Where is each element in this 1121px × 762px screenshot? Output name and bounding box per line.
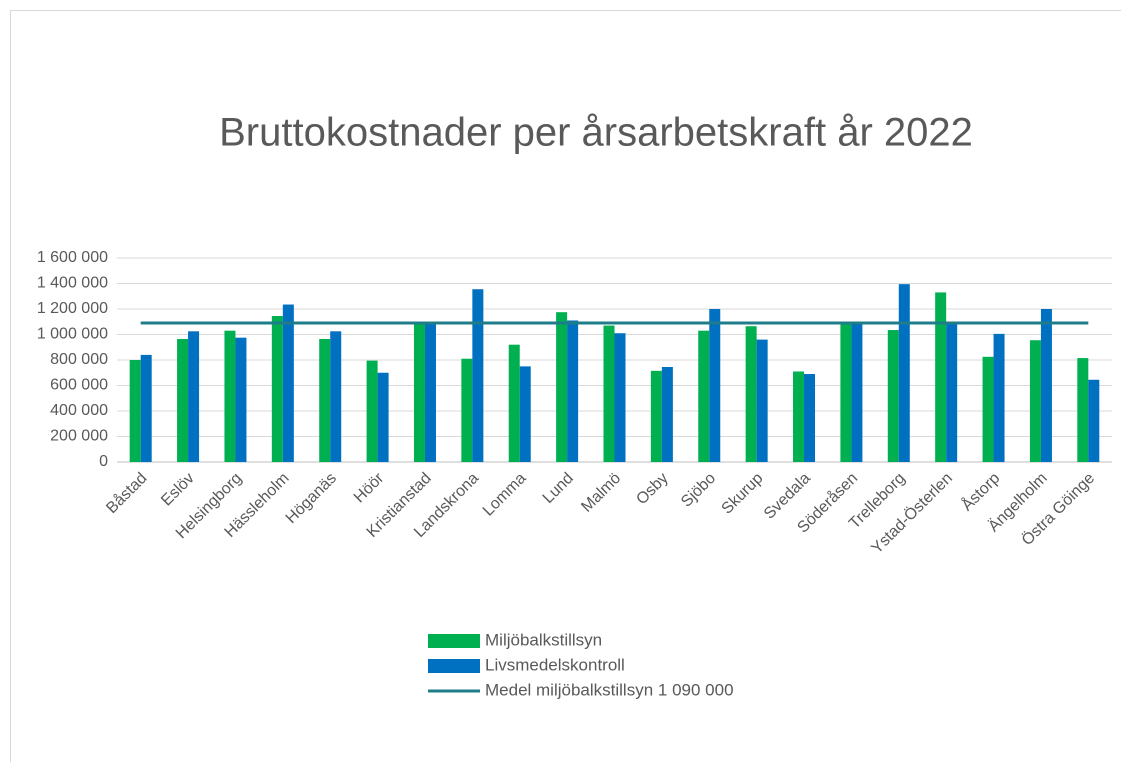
bar xyxy=(1029,340,1041,462)
bar xyxy=(898,284,910,462)
bar xyxy=(377,372,389,462)
bar xyxy=(709,309,721,462)
y-tick-label: 800 000 xyxy=(50,351,108,368)
bar xyxy=(1040,309,1052,462)
bar xyxy=(650,370,662,462)
bar xyxy=(188,331,200,462)
bar xyxy=(224,330,236,462)
bar xyxy=(1088,379,1100,462)
bar xyxy=(177,338,189,462)
bar xyxy=(472,289,484,462)
bar xyxy=(413,321,425,462)
bar xyxy=(129,360,141,462)
bar xyxy=(603,325,615,462)
legend-swatch xyxy=(428,634,480,648)
bar xyxy=(366,360,378,462)
bar xyxy=(567,320,579,462)
bar xyxy=(887,330,899,462)
bar xyxy=(793,371,805,462)
y-tick-label: 1 600 000 xyxy=(37,249,108,266)
bar xyxy=(1077,358,1089,462)
y-tick-label: 600 000 xyxy=(50,377,108,394)
y-tick-label: 0 xyxy=(99,453,108,470)
bar xyxy=(804,374,816,462)
y-tick-label: 1 000 000 xyxy=(37,326,108,343)
chart-title: Bruttokostnader per årsarbetskraft år 20… xyxy=(219,111,973,155)
bar xyxy=(140,354,152,462)
bar xyxy=(271,316,283,462)
y-tick-label: 1 400 000 xyxy=(37,275,108,292)
bar xyxy=(614,333,626,462)
bar xyxy=(745,326,757,462)
bar xyxy=(519,366,531,462)
bar xyxy=(661,367,673,462)
bar xyxy=(282,304,294,462)
bar xyxy=(993,333,1005,462)
bar xyxy=(424,323,436,462)
bar xyxy=(756,339,768,462)
y-tick-label: 200 000 xyxy=(50,428,108,445)
legend-label: Livsmedelskontroll xyxy=(485,655,625,674)
bar xyxy=(319,338,331,462)
legend-label: Miljöbalkstillsyn xyxy=(485,630,602,649)
bar xyxy=(982,356,994,462)
bar xyxy=(461,358,473,462)
legend-label: Medel miljöbalkstillsyn 1 090 000 xyxy=(485,680,734,699)
bar xyxy=(235,337,247,462)
bar xyxy=(698,330,710,462)
bar xyxy=(851,323,863,462)
legend-swatch xyxy=(428,659,480,673)
bar xyxy=(330,331,342,462)
bar xyxy=(840,324,852,462)
bar xyxy=(556,312,568,462)
y-tick-label: 400 000 xyxy=(50,402,108,419)
y-tick-label: 1 200 000 xyxy=(37,300,108,317)
bar xyxy=(946,322,958,462)
bar xyxy=(508,344,520,462)
bar xyxy=(935,292,947,462)
